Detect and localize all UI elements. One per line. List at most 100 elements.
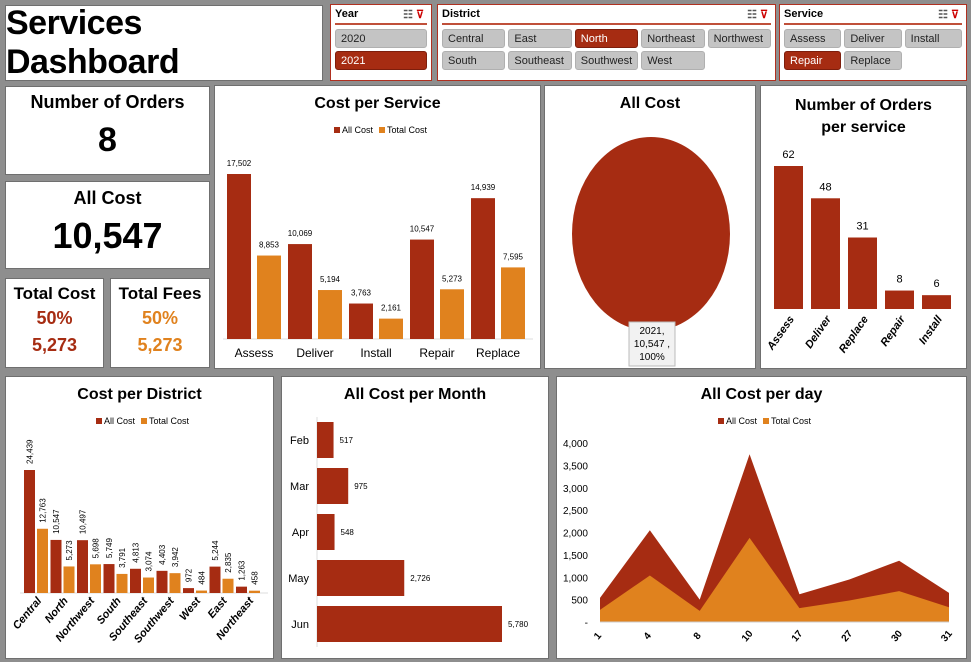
bar-total-cost — [37, 528, 48, 593]
kpi-label: Total Fees — [118, 284, 202, 303]
kpi-pct: 50% — [36, 308, 73, 328]
slicer-item-install[interactable]: Install — [904, 29, 962, 48]
chart-title: All Cost per Month — [343, 386, 487, 403]
kpi-total-cost: Total Cost 50% 5,273 — [5, 278, 104, 368]
chart-canvas: - 500 1,000 1,500 2,000 2,500 3,000 3,500 4,000 1… — [563, 439, 955, 644]
bar-total-cost — [143, 577, 154, 593]
cost-per-district-chart: Cost per District All Cost Total Cost 24,… — [5, 376, 274, 659]
slicer-item-southwest[interactable]: Southwest — [574, 51, 639, 70]
legend-all-cost: All Cost — [341, 125, 373, 135]
slicer-item-2020[interactable]: 2020 — [335, 29, 427, 48]
data-label: 17,502 — [227, 159, 252, 168]
slicer-item-east[interactable]: East — [508, 29, 572, 48]
orders-per-service-chart: Number of Orders per service 62 Assess 48 D… — [760, 85, 967, 369]
slicer-item-north[interactable]: North — [574, 29, 639, 48]
category-label: Jun — [291, 619, 309, 631]
pie-slice-2021 — [572, 137, 730, 331]
bar-all-cost — [288, 244, 312, 339]
slicer-item-northeast[interactable]: Northeast — [641, 29, 705, 48]
data-label: 4,403 — [158, 544, 167, 565]
category-label: Install — [917, 313, 946, 347]
data-label: 12,763 — [39, 498, 48, 523]
bar-total-cost — [63, 566, 75, 593]
cost-per-month-chart: All Cost per Month 517 Feb 975 Mar 548 Apr 2,7… — [281, 376, 549, 659]
clear-filter-icon[interactable]: ⊽ — [415, 9, 427, 21]
y-tick-label: 1,000 — [563, 573, 588, 584]
slicer-item-deliver[interactable]: Deliver — [844, 29, 902, 48]
chart-title: Cost per District — [77, 386, 202, 403]
slicer-item-replace[interactable]: Replace — [844, 51, 902, 70]
x-tick-label: 27 — [840, 628, 856, 644]
x-tick-label: 30 — [889, 628, 905, 644]
bar-total-cost — [379, 318, 403, 339]
slicer-item-southeast[interactable]: Southeast — [508, 51, 572, 70]
category-label: Replace — [837, 314, 871, 355]
bar-all-cost — [77, 540, 88, 593]
category-label: Install — [360, 346, 391, 360]
x-tick-label: 10 — [740, 628, 756, 644]
slicer-title: District — [442, 8, 480, 20]
x-tick-label: 31 — [939, 628, 955, 644]
slicer-item-south[interactable]: South — [442, 51, 506, 70]
cost-per-day-chart: All Cost per day All Cost Total Cost - 500… — [556, 376, 967, 659]
data-label: 8 — [896, 274, 902, 286]
chart-legend: All Cost Total Cost — [557, 416, 966, 426]
category-label: May — [288, 573, 309, 585]
slicer-item-assess[interactable]: Assess — [784, 29, 842, 48]
data-label: 5,273 — [65, 540, 74, 561]
category-label: Repair — [878, 313, 908, 349]
legend-all-cost: All Cost — [103, 416, 135, 426]
multi-select-icon[interactable]: ☷ — [747, 9, 760, 21]
slicer-item-central[interactable]: Central — [442, 29, 506, 48]
bar-orders — [774, 166, 803, 309]
slicer-item-2021[interactable]: 2021 — [335, 51, 427, 70]
data-label-box — [628, 321, 676, 367]
slicer-item-repair[interactable]: Repair — [784, 51, 842, 70]
x-tick-label: 17 — [790, 628, 806, 644]
district-slicer: District ☷⊽ Central East North Northeast Nort… — [437, 4, 776, 81]
data-label: 3,763 — [351, 289, 372, 298]
data-label: 10,069 — [288, 229, 313, 238]
data-label: 517 — [340, 436, 354, 445]
data-label: 4,813 — [132, 542, 141, 563]
y-tick-label: 1,500 — [563, 551, 588, 562]
bar-total-cost — [196, 590, 207, 593]
data-label: 5,273 — [442, 274, 463, 283]
chart-canvas: 62 Assess 48 Deliver 31 Replace 8 Repair 6 Instal… — [764, 149, 951, 355]
bar-total-cost — [116, 573, 128, 593]
data-label: 10,547 , — [634, 339, 670, 350]
multi-select-icon[interactable]: ☷ — [938, 9, 951, 21]
data-label: 5,194 — [320, 275, 341, 284]
slicer-title: Service — [784, 8, 824, 20]
multi-select-icon[interactable]: ☷ — [403, 9, 416, 21]
kpi-value: 8 — [98, 121, 117, 159]
category-label: Assess — [235, 346, 274, 360]
data-label: 484 — [198, 571, 207, 585]
category-label: Deliver — [296, 346, 333, 360]
bar-orders — [848, 237, 877, 309]
bar-all-cost — [349, 303, 373, 339]
category-label: Deliver — [803, 313, 834, 351]
kpi-orders: Number of Orders 8 — [5, 86, 210, 175]
data-label: 3,942 — [171, 547, 180, 568]
legend-total-cost: Total Cost — [148, 416, 190, 426]
data-label: 5,244 — [211, 540, 220, 561]
data-label: 1,263 — [238, 560, 247, 581]
bar-all-cost — [183, 588, 194, 593]
kpi-value: 5,273 — [31, 335, 78, 355]
data-label: 14,939 — [471, 183, 496, 192]
data-label: 2021, — [639, 326, 664, 337]
y-tick-label: - — [585, 618, 588, 629]
data-label: 10,547 — [410, 225, 435, 234]
chart-title: All Cost per day — [700, 386, 823, 403]
category-label: East — [206, 594, 231, 621]
category-label: Feb — [290, 435, 309, 447]
chart-title: Cost per Service — [314, 95, 441, 112]
slicer-item-west[interactable]: West — [641, 51, 705, 70]
clear-filter-icon[interactable]: ⊽ — [950, 9, 962, 21]
bar-all-cost — [317, 468, 349, 504]
data-label: 458 — [251, 571, 260, 585]
chart-canvas: 24,43912,763Central10,5475,273North10,49… — [11, 439, 268, 646]
slicer-item-northwest[interactable]: Northwest — [707, 29, 771, 48]
clear-filter-icon[interactable]: ⊽ — [759, 9, 771, 21]
